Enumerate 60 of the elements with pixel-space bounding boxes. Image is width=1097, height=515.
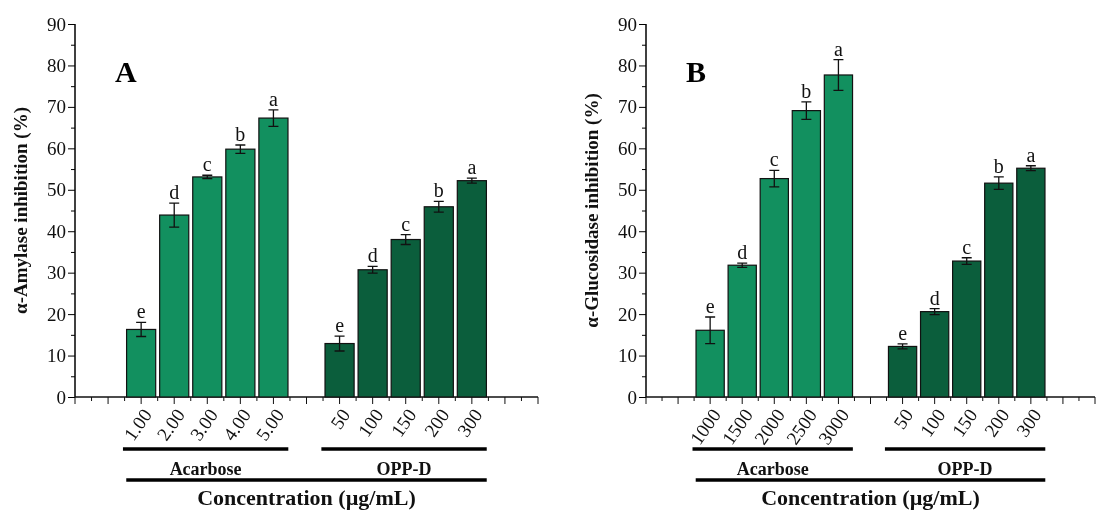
y-tick-label: 0 <box>627 386 637 408</box>
x-tick-label: 150 <box>386 405 421 441</box>
y-tick-label: 10 <box>47 345 66 367</box>
y-tick-label: 70 <box>618 96 637 118</box>
annotation: c <box>962 235 972 258</box>
annotation: d <box>737 241 748 264</box>
annotation: e <box>335 314 345 337</box>
annotation: d <box>367 244 378 267</box>
y-axis-title: α-Glucosidase inhibition (%) <box>581 93 603 328</box>
y-tick-label: 50 <box>47 179 66 201</box>
x-tick-label: 300 <box>1012 405 1046 441</box>
y-tick-label: 20 <box>47 303 66 325</box>
y-tick-label: 10 <box>618 345 637 367</box>
x-tick-label: 50 <box>326 405 355 433</box>
y-tick-label: 90 <box>618 13 637 35</box>
text: B <box>686 55 707 88</box>
annotation: a <box>1026 143 1036 166</box>
y-tick-label: 80 <box>618 55 637 77</box>
y-tick-label: 40 <box>47 220 66 242</box>
y-tick-label: 50 <box>618 179 637 201</box>
annotation: c <box>401 212 411 235</box>
text: Acarbose <box>169 459 242 479</box>
annotation: e <box>136 300 146 323</box>
annotation: a <box>268 87 278 110</box>
y-tick-label: 60 <box>47 137 66 159</box>
annotation: c <box>202 153 212 176</box>
text: Acarbose <box>736 459 809 479</box>
annotation: d <box>929 286 940 309</box>
y-tick-label: 0 <box>56 386 66 408</box>
text: OPP-D <box>376 459 432 479</box>
x-tick-label: 100 <box>915 405 950 441</box>
y-tick-label: 90 <box>47 13 66 35</box>
y-tick-label: 20 <box>618 303 637 325</box>
annotation: c <box>769 148 779 171</box>
y-tick-label: 30 <box>618 262 637 284</box>
x-tick-label: 100 <box>353 405 388 441</box>
x-tick-label: 200 <box>979 405 1014 441</box>
x-tick-label: 200 <box>419 405 454 441</box>
y-tick-label: 40 <box>618 220 637 242</box>
x-tick-label: 50 <box>889 405 918 433</box>
x-tick-label: 300 <box>453 405 487 441</box>
annotation: b <box>235 123 246 146</box>
y-tick-label: 30 <box>47 262 66 284</box>
y-axis-title: α-Amylase inhibition (%) <box>10 107 32 314</box>
x-axis-title: Concentration (µg/mL) <box>197 485 416 510</box>
annotation: b <box>801 79 812 102</box>
annotation: a <box>467 156 477 179</box>
x-axis-title: Concentration (µg/mL) <box>761 485 980 510</box>
text: OPP-D <box>937 459 993 479</box>
annotation: d <box>169 181 180 204</box>
annotation: a <box>833 37 843 60</box>
y-tick-label: 70 <box>47 96 66 118</box>
annotation: e <box>705 295 715 318</box>
annotation: e <box>898 321 908 344</box>
y-tick-label: 60 <box>618 137 637 159</box>
text: A <box>115 55 137 88</box>
annotation: b <box>993 154 1004 177</box>
y-tick-label: 80 <box>47 55 66 77</box>
annotation: b <box>433 179 444 202</box>
x-tick-label: 150 <box>947 405 982 441</box>
